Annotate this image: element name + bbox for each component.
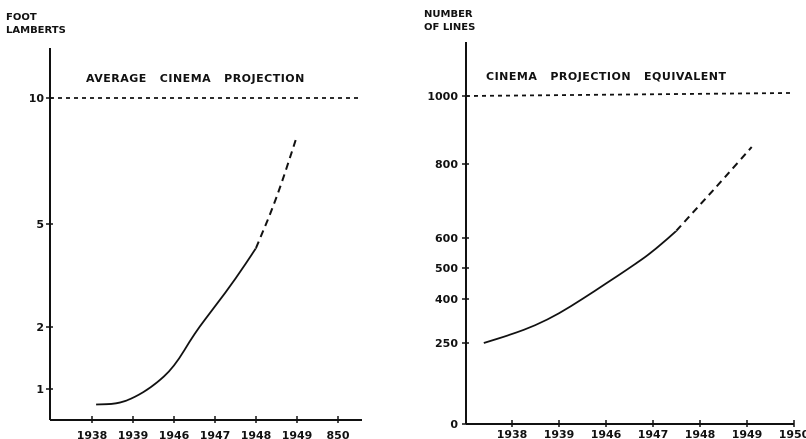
left-ytick-label: 10 bbox=[29, 92, 45, 105]
left-ylabel-line-2: LAMBERTS bbox=[6, 25, 66, 36]
right-ylabel-line-1: NUMBER bbox=[424, 9, 473, 20]
right-reference-label: CINEMA PROJECTION EQUIVALENT bbox=[486, 70, 726, 83]
left-ytick-label: 1 bbox=[36, 383, 44, 396]
right-xtick-label: 1938 bbox=[497, 428, 528, 439]
left-series bbox=[96, 134, 299, 406]
left-reference-label: AVERAGE CINEMA PROJECTION bbox=[86, 72, 305, 85]
right-y-ticks: 0 250 400 500 600 800 1000 bbox=[427, 90, 469, 431]
right-ytick-label: 800 bbox=[435, 158, 458, 171]
right-xtick-label: 1949 bbox=[732, 428, 763, 439]
left-ytick-label: 5 bbox=[36, 218, 44, 231]
right-chart: NUMBER OF LINES CINEMA PROJECTION EQUIVA… bbox=[424, 9, 806, 439]
right-reference-line bbox=[465, 92, 791, 97]
right-ytick-label: 1000 bbox=[427, 90, 458, 103]
left-ylabel-line-1: FOOT bbox=[6, 12, 37, 23]
left-xtick-label: 850 bbox=[327, 429, 350, 439]
right-series-dashed-line bbox=[675, 146, 753, 232]
left-y-ticks: 1 2 5 10 bbox=[29, 92, 53, 396]
right-xtick-label: 1939 bbox=[544, 428, 575, 439]
right-xtick-label: 1950 bbox=[779, 428, 806, 439]
left-chart: FOOT LAMBERTS AVERAGE CINEMA PROJECTION … bbox=[6, 12, 362, 439]
right-series bbox=[483, 146, 753, 344]
left-xtick-label: 1947 bbox=[200, 429, 231, 439]
left-xtick-label: 1939 bbox=[118, 429, 149, 439]
right-ylabel-line-2: OF LINES bbox=[424, 22, 475, 33]
left-xtick-label: 1948 bbox=[241, 429, 272, 439]
right-xtick-label: 1948 bbox=[685, 428, 716, 439]
right-ytick-label: 500 bbox=[435, 262, 458, 275]
left-series-dashed-line bbox=[255, 134, 299, 249]
left-series-solid-line bbox=[96, 247, 257, 406]
left-ytick-label: 2 bbox=[36, 321, 44, 334]
left-x-ticks: 1938 1939 1946 1947 1948 1949 850 bbox=[77, 416, 350, 439]
right-ytick-label: 0 bbox=[450, 418, 458, 431]
left-xtick-label: 1949 bbox=[282, 429, 313, 439]
right-ytick-label: 600 bbox=[435, 232, 458, 245]
right-x-ticks: 1938 1939 1946 1947 1948 1949 1950 bbox=[497, 420, 806, 439]
right-ytick-label: 250 bbox=[435, 337, 458, 350]
right-xtick-label: 1946 bbox=[591, 428, 622, 439]
right-series-solid-line bbox=[483, 229, 678, 344]
right-ytick-label: 400 bbox=[435, 293, 458, 306]
right-xtick-label: 1947 bbox=[638, 428, 669, 439]
left-xtick-label: 1946 bbox=[159, 429, 190, 439]
left-xtick-label: 1938 bbox=[77, 429, 108, 439]
